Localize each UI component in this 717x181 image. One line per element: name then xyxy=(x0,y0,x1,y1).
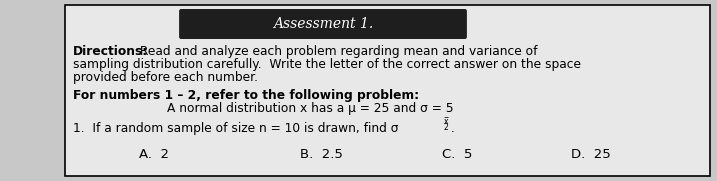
Text: B.  2.5: B. 2.5 xyxy=(300,148,343,161)
Text: A normal distribution x has a μ = 25 and σ = 5: A normal distribution x has a μ = 25 and… xyxy=(167,102,453,115)
Text: 2: 2 xyxy=(444,123,449,132)
Text: A.  2: A. 2 xyxy=(139,148,169,161)
Text: Read and analyze each problem regarding mean and variance of: Read and analyze each problem regarding … xyxy=(136,45,538,58)
Text: 1.  If a random sample of size n = 10 is drawn, find σ: 1. If a random sample of size n = 10 is … xyxy=(73,122,399,135)
Text: provided before each number.: provided before each number. xyxy=(73,71,258,84)
FancyBboxPatch shape xyxy=(179,9,467,39)
Text: sampling distribution carefully.  Write the letter of the correct answer on the : sampling distribution carefully. Write t… xyxy=(73,58,581,71)
Text: Assessment 1.: Assessment 1. xyxy=(273,17,373,31)
Text: For numbers 1 – 2, refer to the following problem:: For numbers 1 – 2, refer to the followin… xyxy=(73,89,419,102)
Text: C.  5: C. 5 xyxy=(442,148,473,161)
Text: Directions:: Directions: xyxy=(73,45,148,58)
Text: D.  25: D. 25 xyxy=(571,148,611,161)
Text: x̅: x̅ xyxy=(444,117,449,126)
Text: .: . xyxy=(451,122,455,135)
FancyBboxPatch shape xyxy=(65,5,710,176)
